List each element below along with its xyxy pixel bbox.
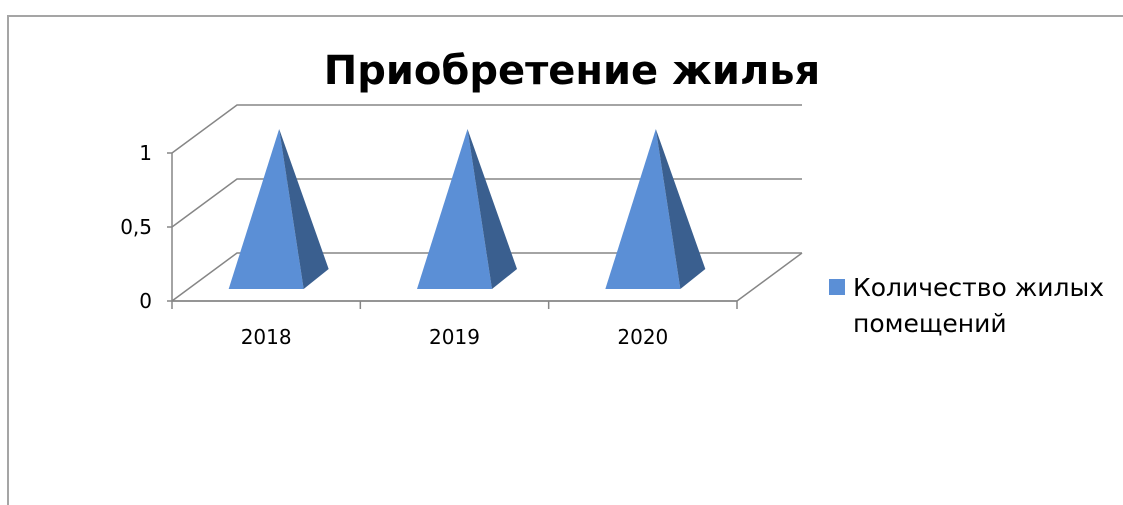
- chart-legend: Количество жилых помещений: [829, 273, 1104, 338]
- pyramid-bar: [417, 129, 517, 289]
- x-tick-label: 2020: [617, 325, 668, 349]
- pyramid-bar: [605, 129, 706, 289]
- legend-label-line-1: Количество жилых: [853, 273, 1104, 302]
- pyramid-front-face: [605, 129, 681, 289]
- x-tick-label: 2019: [429, 325, 480, 349]
- grid-line: [171, 104, 802, 154]
- y-tick-label: 0: [139, 289, 152, 313]
- grid-line: [171, 252, 802, 302]
- chart-border: [7, 15, 1123, 505]
- grid-line: [171, 178, 802, 228]
- chart-series: [228, 129, 706, 289]
- pyramid-front-face: [228, 129, 304, 289]
- legend-swatch: [829, 279, 845, 295]
- legend-label-line-2: помещений: [853, 309, 1007, 338]
- pyramid-side-face: [655, 129, 706, 289]
- pyramid-front-face: [417, 129, 492, 289]
- chart-title: Приобретение жилья: [324, 48, 820, 94]
- x-tick-label: 2018: [241, 325, 292, 349]
- pyramid-side-face: [279, 129, 329, 289]
- y-tick-label: 0,5: [120, 215, 152, 239]
- y-tick-label: 1: [139, 141, 152, 165]
- chart-axes: 0 0,5 1 2018 2019 2020: [120, 141, 738, 349]
- pyramid-bar: [228, 129, 329, 289]
- pyramid-side-face: [467, 129, 517, 289]
